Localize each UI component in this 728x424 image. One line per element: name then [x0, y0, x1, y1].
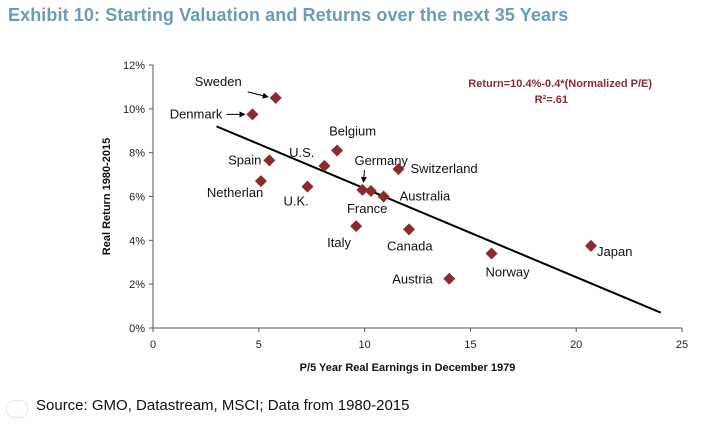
data-point [356, 183, 369, 196]
point-label: Austria [392, 272, 433, 287]
y-tick-label: 10% [123, 104, 145, 116]
point-label: Denmark [170, 106, 223, 121]
y-tick-label: 0% [129, 323, 145, 335]
data-point [318, 159, 331, 172]
point-label: U.K. [283, 194, 308, 209]
x-tick-label: 20 [570, 339, 582, 351]
x-tick-label: 25 [676, 339, 688, 351]
y-tick-label: 2% [129, 279, 145, 291]
chart-title: Exhibit 10: Starting Valuation and Retur… [8, 5, 569, 25]
y-axis-label: Real Return 1980-2015 [101, 138, 113, 255]
point-label: Norway [486, 264, 531, 279]
point-label: Netherlan [207, 185, 263, 200]
data-point [377, 190, 390, 203]
x-tick-label: 10 [358, 339, 370, 351]
data-point [263, 154, 276, 167]
x-tick-label: 15 [464, 339, 476, 351]
point-label: Switzerland [410, 161, 477, 176]
data-point [350, 220, 363, 233]
data-point [485, 247, 498, 260]
leader-arrow [360, 169, 367, 183]
axes [149, 64, 683, 332]
data-point [246, 108, 259, 121]
tick-labels: 0% 2% 4% 6% 8% 10% 12% 0 5 10 15 20 25 [123, 60, 688, 351]
data-point [392, 163, 405, 176]
point-label: Japan [597, 244, 632, 259]
x-tick-label: 0 [150, 339, 156, 351]
y-tick-label: 8% [129, 148, 145, 160]
point-label: Belgium [329, 123, 376, 138]
data-point [331, 144, 344, 157]
trendline [216, 125, 662, 314]
point-label: U.S. [289, 145, 314, 160]
data-point [301, 180, 314, 193]
label-arrows [226, 91, 367, 183]
data-point [403, 223, 416, 236]
point-label: Sweden [195, 74, 242, 89]
y-tick-label: 4% [129, 235, 145, 247]
x-tick-label: 5 [256, 339, 262, 351]
data-point [269, 91, 282, 104]
y-tick-label: 12% [123, 60, 145, 72]
data-point [443, 272, 456, 285]
point-label: Germany [354, 153, 408, 168]
data-points [246, 91, 598, 285]
regression-equation: Return=10.4%-0.4*(Normalized P/E) [468, 78, 652, 90]
y-tick-label: 6% [129, 192, 145, 204]
data-point [254, 175, 267, 188]
watermark-logo [6, 400, 28, 418]
point-label: Italy [327, 235, 351, 250]
data-point [364, 185, 377, 198]
point-label: Spain [228, 152, 261, 167]
x-axis-label: P/5 Year Real Earnings in December 1979 [300, 362, 516, 374]
data-point [585, 239, 598, 252]
point-label: Australia [400, 189, 451, 204]
point-label: Canada [387, 238, 433, 253]
point-label: France [347, 201, 387, 216]
source-note: Source: GMO, Datastream, MSCI; Data from… [36, 397, 410, 414]
point-labels: Sweden Denmark Belgium Spain U.S. Switzerland… [170, 74, 633, 287]
leader-arrow [247, 91, 269, 99]
r-squared: R²=.61 [535, 94, 568, 106]
trendline-layer [216, 125, 662, 314]
